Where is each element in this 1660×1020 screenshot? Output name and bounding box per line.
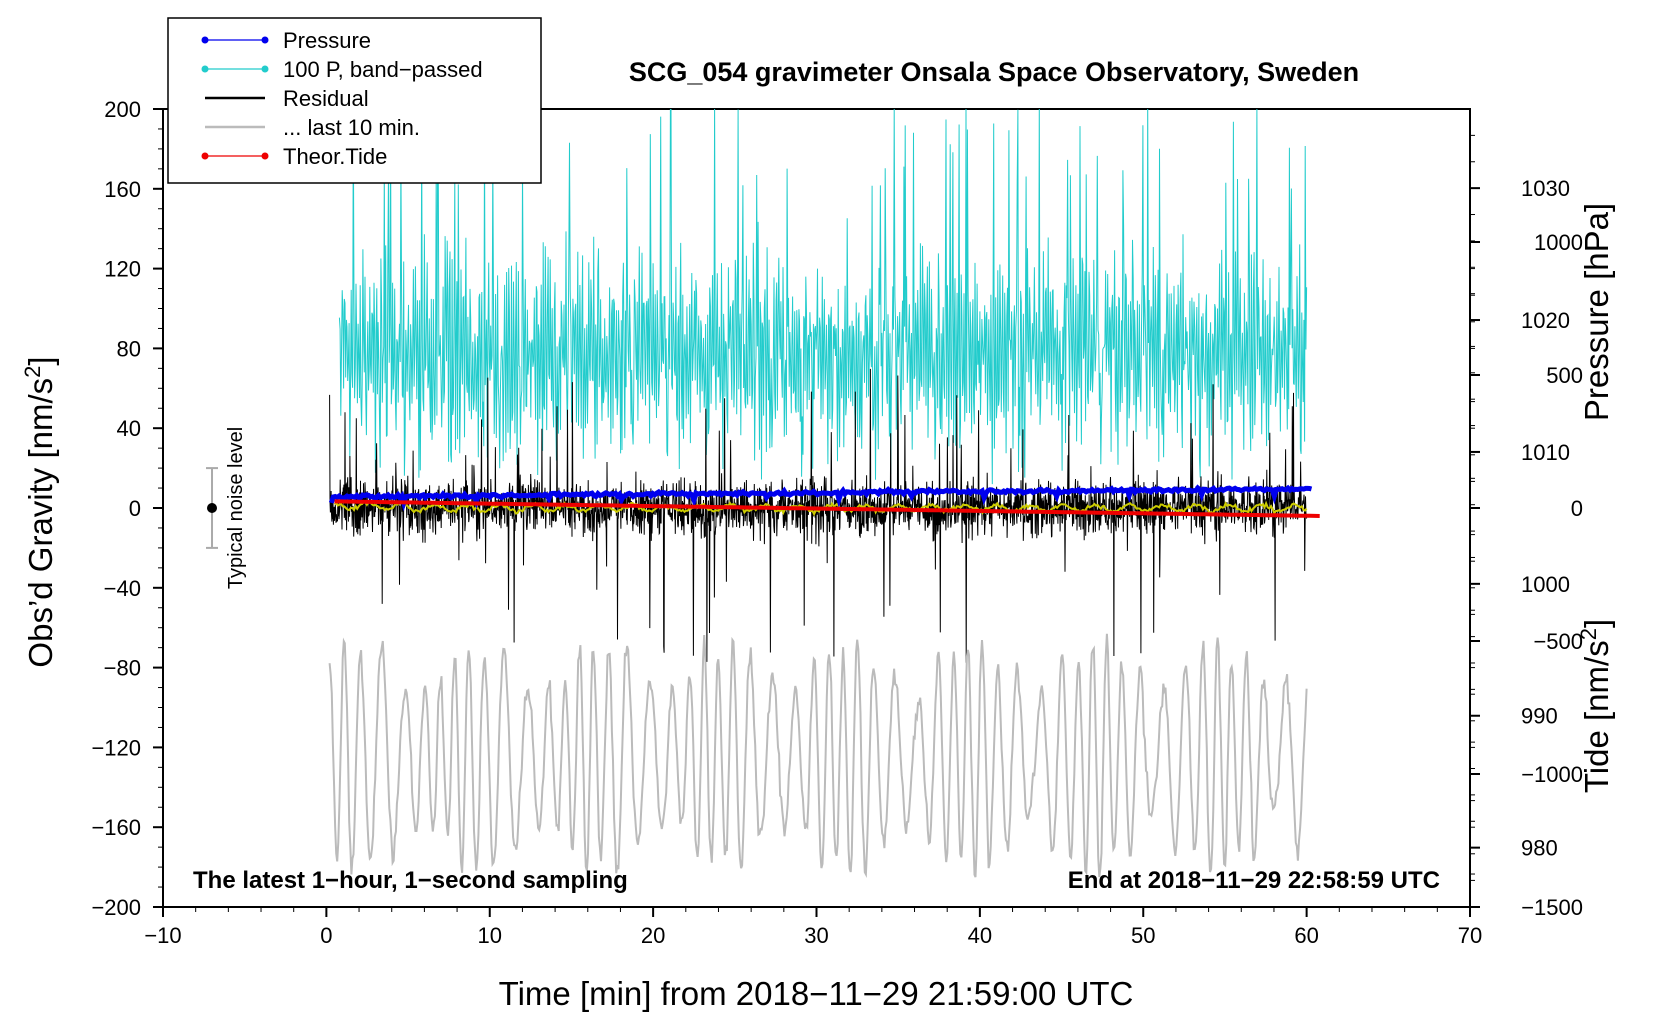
legend-marker: [201, 36, 209, 44]
pressure-axis-title: Pressure [hPa]: [1578, 203, 1615, 421]
legend-label: Theor.Tide: [283, 144, 387, 169]
noise-indicator: Typical noise level: [206, 427, 247, 589]
y-tick-label: 160: [104, 177, 141, 202]
last-10-min-line: [328, 633, 1308, 879]
y-tick-label: 120: [104, 257, 141, 282]
series-layer: [328, 109, 1320, 879]
y-tick-label: −160: [91, 815, 141, 840]
legend-label: 100 P, band−passed: [283, 57, 483, 82]
legend-marker: [261, 152, 269, 160]
y-tick-label: −200: [91, 895, 141, 920]
legend: Pressure 100 P, band−passed Residual ... la…: [167, 17, 542, 184]
tide-tick-label: −500: [1533, 629, 1583, 654]
ticks-layer: −10 0 10 20 30 40 50 60 7020016012080400−40−80−1…: [91, 97, 1583, 948]
legend-label: Pressure: [283, 28, 371, 53]
y-tick-label: −40: [104, 576, 141, 601]
x-tick-label: 30: [804, 923, 828, 948]
y-tick-label: −80: [104, 656, 141, 681]
pressure-tick-label: 990: [1521, 704, 1558, 729]
y-tick-label: −120: [91, 735, 141, 760]
pressure-tick-label: 1000: [1521, 572, 1570, 597]
x-axis-title: Time [min] from 2018−11−29 21:59:00 UTC: [499, 975, 1134, 1012]
y-tick-label: 0: [129, 496, 141, 521]
legend-marker: [201, 152, 209, 160]
x-tick-label: 50: [1131, 923, 1155, 948]
theoretical-tide-line: [334, 499, 1320, 518]
pressure-tick-label: 1030: [1521, 176, 1570, 201]
x-tick-label: 10: [478, 923, 502, 948]
residual-line: [329, 368, 1308, 663]
legend-label: Residual: [283, 86, 369, 111]
sampling-note: The latest 1−hour, 1−second sampling: [193, 867, 628, 894]
legend-marker: [261, 36, 269, 44]
tide-tick-label: 0: [1571, 496, 1583, 521]
noise-label: Typical noise level: [225, 427, 247, 589]
pressure-tick-label: 1010: [1521, 440, 1570, 465]
legend-marker: [261, 65, 269, 73]
x-tick-label: 40: [968, 923, 992, 948]
x-tick-label: 0: [320, 923, 332, 948]
y-tick-label: 80: [117, 336, 141, 361]
tide-tick-label: −1000: [1521, 762, 1583, 787]
tide-tick-label: −1500: [1521, 895, 1583, 920]
x-tick-label: 60: [1294, 923, 1318, 948]
x-tick-label: 70: [1458, 923, 1482, 948]
pressure-tick-label: 980: [1521, 836, 1558, 861]
bandpassed-pressure-line: [338, 109, 1308, 485]
x-tick-label: 20: [641, 923, 665, 948]
tide-tick-label: 500: [1546, 363, 1583, 388]
chart-title: SCG_054 gravimeter Onsala Space Observat…: [629, 57, 1359, 87]
x-tick-label: −10: [144, 923, 181, 948]
noise-bar-center-dot: [207, 503, 218, 513]
y-axis-title: Obs’d Gravity [nm/s2]: [20, 356, 59, 667]
pressure-tick-label: 1020: [1521, 308, 1570, 333]
y-tick-label: 200: [104, 97, 141, 122]
legend-label: ... last 10 min.: [283, 115, 420, 140]
y-tick-label: 40: [117, 416, 141, 441]
end-time-note: End at 2018−11−29 22:58:59 UTC: [1068, 867, 1440, 894]
tide-axis-title: Tide [nm/s2]: [1576, 619, 1615, 793]
legend-marker: [201, 65, 209, 73]
pressure-line: [328, 484, 1313, 512]
tide-tick-label: 1000: [1534, 230, 1583, 255]
